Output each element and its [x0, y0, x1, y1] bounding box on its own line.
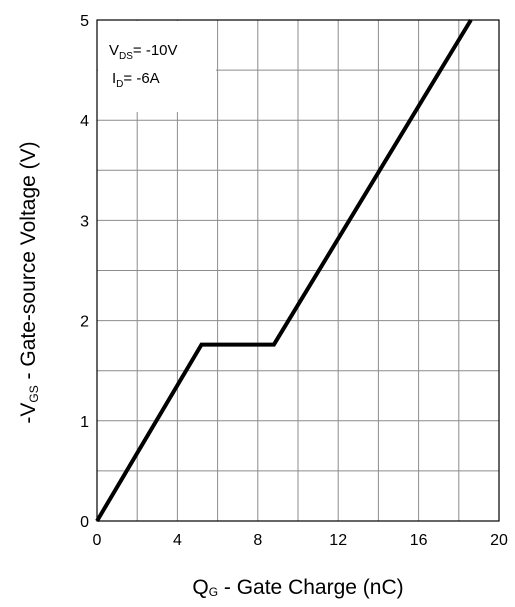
series-lines — [95, 18, 473, 523]
x-tick-label: 4 — [173, 532, 182, 549]
plot-frame — [96, 19, 500, 522]
x-tick-label: 16 — [410, 532, 428, 549]
y-tick-label: 5 — [80, 13, 89, 30]
x-tick-labels: 0 4 8 12 16 20 — [93, 532, 508, 549]
x-tick-label: 20 — [490, 532, 508, 549]
annotation-box: VDS= -10V ID= -6A — [98, 21, 216, 112]
y-tick-label: 0 — [80, 514, 89, 531]
y-tick-label: 3 — [80, 213, 89, 230]
y-tick-labels: 0 1 2 3 4 5 — [80, 13, 89, 531]
x-tick-label: 12 — [329, 532, 347, 549]
x-axis-title: QG - Gate Charge (nC) — [192, 576, 403, 599]
series-line — [95, 18, 473, 523]
annotation-id: ID= -6A — [112, 70, 160, 90]
annotation-background — [98, 21, 216, 112]
y-tick-label: 2 — [80, 314, 89, 331]
y-tick-label: 4 — [80, 113, 89, 130]
y-tick-label: 1 — [80, 414, 89, 431]
grid — [97, 20, 499, 521]
x-tick-label: 8 — [253, 532, 262, 549]
x-tick-label: 0 — [93, 532, 102, 549]
y-axis-title: -VGS - Gate-source Voltage (V) — [17, 141, 41, 423]
annotation-vds: VDS= -10V — [109, 42, 178, 62]
